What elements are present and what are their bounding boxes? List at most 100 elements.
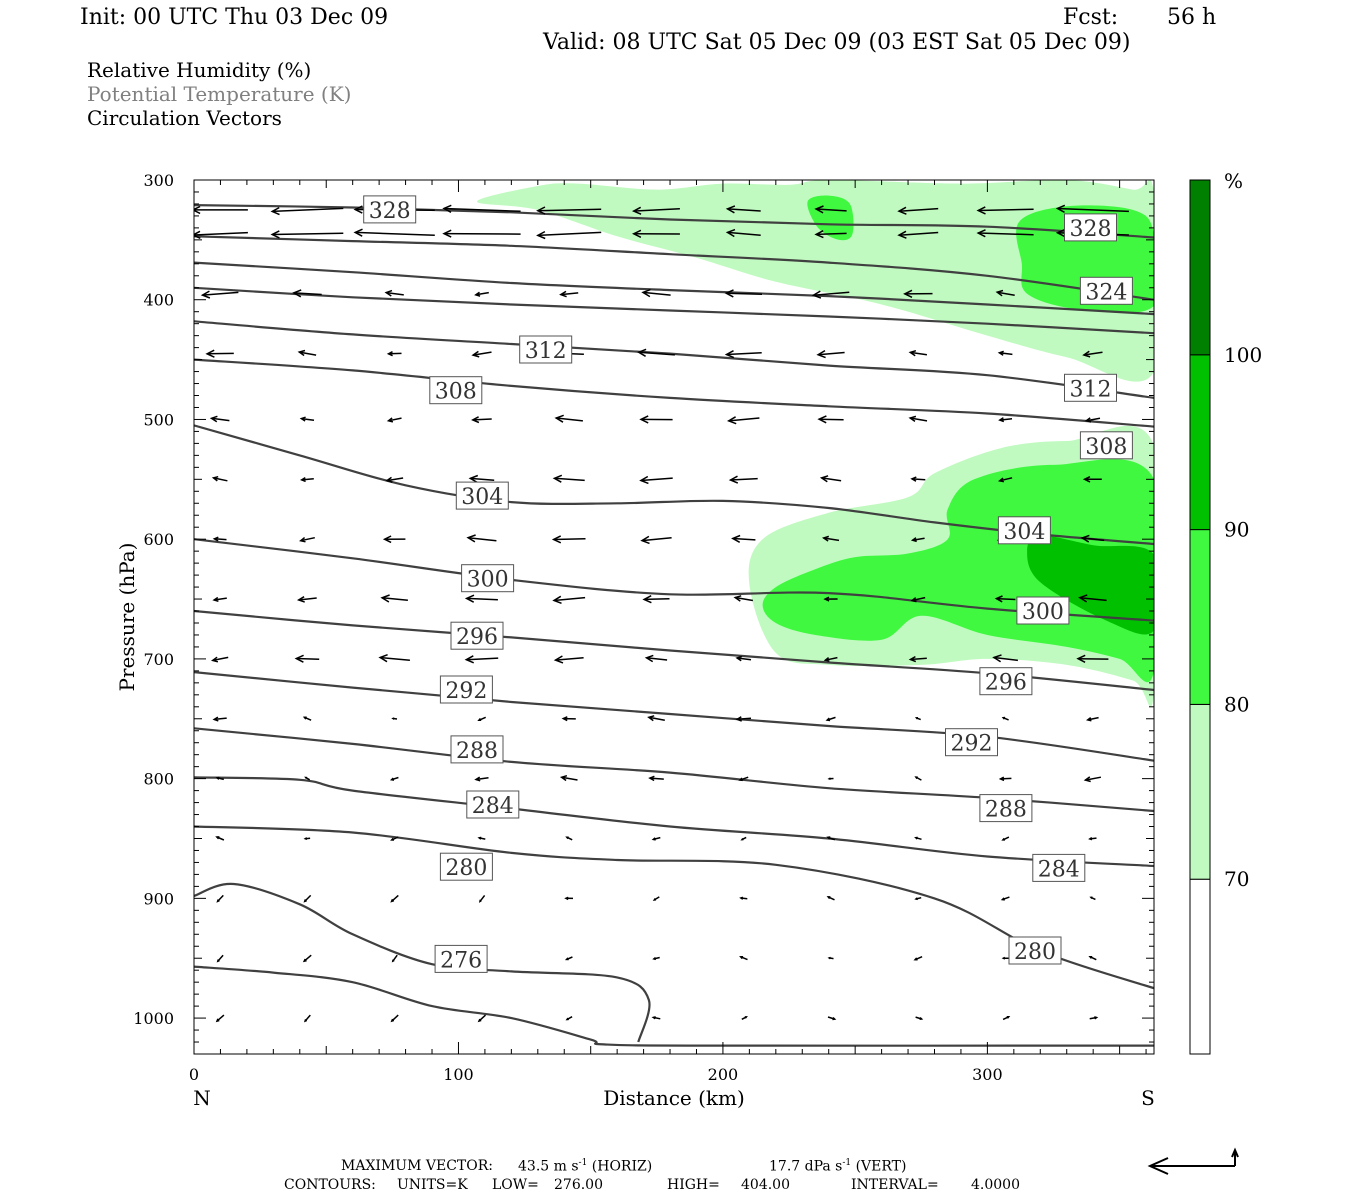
vector-head: [551, 535, 562, 544]
circulation-vector: [389, 776, 399, 781]
vector-shaft: [910, 351, 928, 356]
circulation-vector: [466, 534, 497, 543]
theta-contour-324: [194, 235, 1154, 301]
vector-head: [382, 535, 392, 544]
contour-label-text: 288: [985, 798, 1027, 823]
circulation-vector: [478, 894, 486, 903]
circulation-vector: [725, 205, 761, 214]
vector-head: [998, 776, 1005, 782]
circulation-vector: [908, 655, 927, 663]
circulation-vector: [215, 776, 224, 781]
circulation-vector: [914, 896, 922, 901]
vector-head: [559, 774, 568, 782]
vector-head: [194, 230, 201, 239]
vector-head: [466, 534, 476, 543]
colorbar-band: [1189, 179, 1211, 356]
vector-head: [385, 476, 393, 483]
contour-label-328: 328: [1064, 213, 1117, 242]
vector-head: [908, 349, 917, 357]
axis-ticks: [193, 179, 1154, 1055]
circulation-vector: [212, 596, 227, 603]
circulation-vector: [639, 415, 673, 424]
vector-head: [561, 716, 568, 722]
vector-shaft: [648, 716, 665, 721]
y-tick-label: 800: [143, 770, 174, 789]
vector-head: [303, 899, 307, 903]
circulation-vector: [378, 653, 410, 663]
vector-head: [536, 230, 546, 240]
circulation-vector: [1000, 896, 1010, 901]
circulation-vector: [992, 654, 1018, 663]
circulation-vector: [1082, 476, 1102, 483]
contour-label-284: 284: [466, 790, 520, 819]
theta-contour-320: [194, 261, 1154, 316]
circulation-vector: [826, 836, 836, 841]
max-vector-vert-exponent: -1: [842, 1158, 852, 1168]
vector-head: [910, 597, 917, 603]
vector-shaft: [300, 536, 315, 542]
circulation-vector: [998, 776, 1012, 782]
vector-head: [390, 1018, 395, 1023]
circulation-vector: [564, 956, 573, 961]
vector-head: [536, 206, 546, 215]
vector-head: [212, 536, 219, 542]
vector-shaft: [213, 477, 228, 482]
vector-head: [194, 205, 201, 215]
circulation-vector: [827, 777, 834, 781]
contour-label-box: [979, 794, 1033, 823]
vector-head: [735, 716, 742, 722]
vector-head: [302, 958, 307, 963]
vector-head: [380, 594, 390, 603]
circulation-vector: [976, 206, 1034, 215]
vector-shaft: [555, 656, 584, 661]
vector-head: [738, 777, 743, 782]
contour-label-box: [363, 195, 417, 224]
vector-head: [215, 776, 220, 780]
circulation-vector: [652, 896, 660, 901]
circulation-vector: [827, 956, 834, 960]
vector-head: [1001, 716, 1006, 720]
vector-head: [1055, 228, 1066, 238]
vector-head: [731, 534, 741, 543]
vector-head: [391, 717, 395, 720]
colorbar-unit: %: [1224, 169, 1243, 193]
circulation-vector: [471, 416, 492, 424]
vector-head: [384, 289, 393, 297]
vector-shaft: [825, 656, 838, 661]
contour-label-box: [429, 376, 483, 405]
vector-head: [464, 594, 475, 603]
contour-label-box: [450, 735, 504, 764]
circulation-vector: [1002, 1016, 1011, 1021]
vector-head: [471, 416, 480, 424]
circulation-vector: [639, 475, 673, 485]
vector-head: [212, 716, 219, 722]
circulation-vector: [1076, 654, 1109, 663]
circulation-vector: [386, 417, 402, 423]
circulation-vector: [553, 655, 584, 664]
vector-head: [1006, 1016, 1011, 1019]
contour-label-text: 296: [985, 671, 1027, 696]
contour-label-296: 296: [979, 667, 1033, 696]
circulation-vector: [739, 896, 748, 900]
north-label: N: [193, 1086, 211, 1110]
circulation-vector: [270, 230, 344, 239]
circulation-vector: [561, 716, 576, 722]
y-tick-label: 300: [143, 171, 174, 190]
vector-head: [1084, 417, 1092, 423]
vector-head: [832, 1016, 837, 1021]
circulation-vector: [554, 414, 583, 423]
contour-label-292: 292: [439, 675, 493, 704]
vector-head: [735, 655, 743, 662]
y-tick-label: 500: [143, 410, 174, 429]
colorbar-band: [1189, 878, 1211, 1055]
circulation-vector: [1080, 534, 1105, 543]
vector-head: [647, 715, 655, 722]
vector-head: [303, 1019, 308, 1023]
vector-head: [378, 653, 388, 663]
vector-head: [914, 776, 918, 780]
x-tick-label: 0: [189, 1065, 199, 1084]
forecast-label: Fcst:: [1063, 5, 1119, 30]
vector-head: [995, 289, 1004, 297]
circulation-vector: [380, 594, 408, 603]
circulation-vector: [1078, 594, 1107, 603]
